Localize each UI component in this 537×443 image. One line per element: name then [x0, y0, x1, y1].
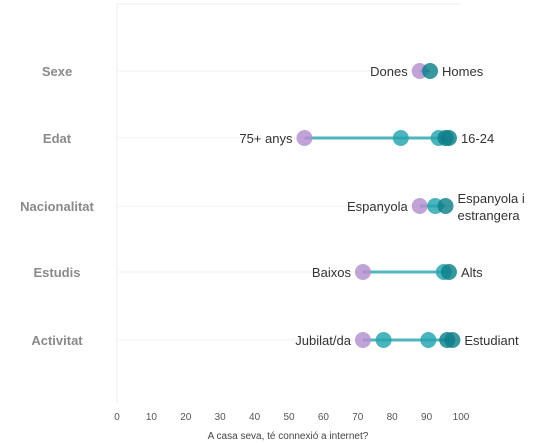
x-tick-label: 60: [318, 412, 330, 423]
category-label: Estudis: [34, 265, 81, 280]
row-nacionalitat: Nacionalitat Espanyola Espanyola i estrange…: [20, 191, 525, 223]
high-group-label: 16-24: [461, 131, 494, 146]
chart-rows: Sexe Dones Homes Edat 75+ anys 16-24 Nacionali…: [20, 63, 525, 348]
category-label: Edat: [43, 131, 72, 146]
low-group-label: Jubilat/da: [295, 333, 351, 348]
data-point: [392, 130, 409, 146]
data-point: [440, 130, 457, 146]
data-point: [354, 332, 371, 348]
data-point: [444, 332, 461, 348]
x-axis: 0 10 20 30 40 50 60 70 80 90 100: [114, 412, 470, 423]
x-tick-label: 0: [114, 412, 120, 423]
x-tick-label: 30: [215, 412, 227, 423]
low-group-label: Dones: [370, 64, 408, 79]
low-group-label: Baixos: [312, 265, 352, 280]
x-tick-label: 100: [453, 412, 470, 423]
data-point: [437, 198, 454, 214]
x-tick-label: 50: [283, 412, 295, 423]
row-activitat: Activitat Jubilat/da Estudiant: [31, 332, 519, 348]
data-point: [354, 264, 371, 280]
category-label: Sexe: [42, 64, 72, 79]
row-edat: Edat 75+ anys 16-24: [43, 130, 494, 146]
high-group-label: Alts: [461, 265, 483, 280]
data-point: [440, 264, 457, 280]
high-group-label: Estudiant: [464, 333, 519, 348]
x-tick-label: 40: [249, 412, 261, 423]
x-tick-label: 90: [421, 412, 433, 423]
row-sexe: Sexe Dones Homes: [42, 63, 484, 79]
x-tick-label: 80: [387, 412, 399, 423]
data-point: [411, 198, 428, 214]
low-group-label: 75+ anys: [239, 131, 293, 146]
category-label: Nacionalitat: [20, 199, 94, 214]
data-point: [375, 332, 392, 348]
row-estudis: Estudis Baixos Alts: [34, 264, 483, 280]
data-point: [420, 332, 437, 348]
x-tick-label: 20: [180, 412, 192, 423]
low-group-label: Espanyola: [347, 199, 408, 214]
x-tick-label: 10: [146, 412, 158, 423]
category-label: Activitat: [31, 333, 83, 348]
gridlines: [116, 3, 461, 402]
high-group-label: Homes: [442, 64, 484, 79]
data-point: [296, 130, 313, 146]
high-group-label: Espanyola i estrangera: [458, 191, 525, 223]
x-tick-label: 70: [352, 412, 364, 423]
data-point: [422, 63, 439, 79]
x-axis-title: A casa seva, té connexió a internet?: [208, 431, 369, 442]
